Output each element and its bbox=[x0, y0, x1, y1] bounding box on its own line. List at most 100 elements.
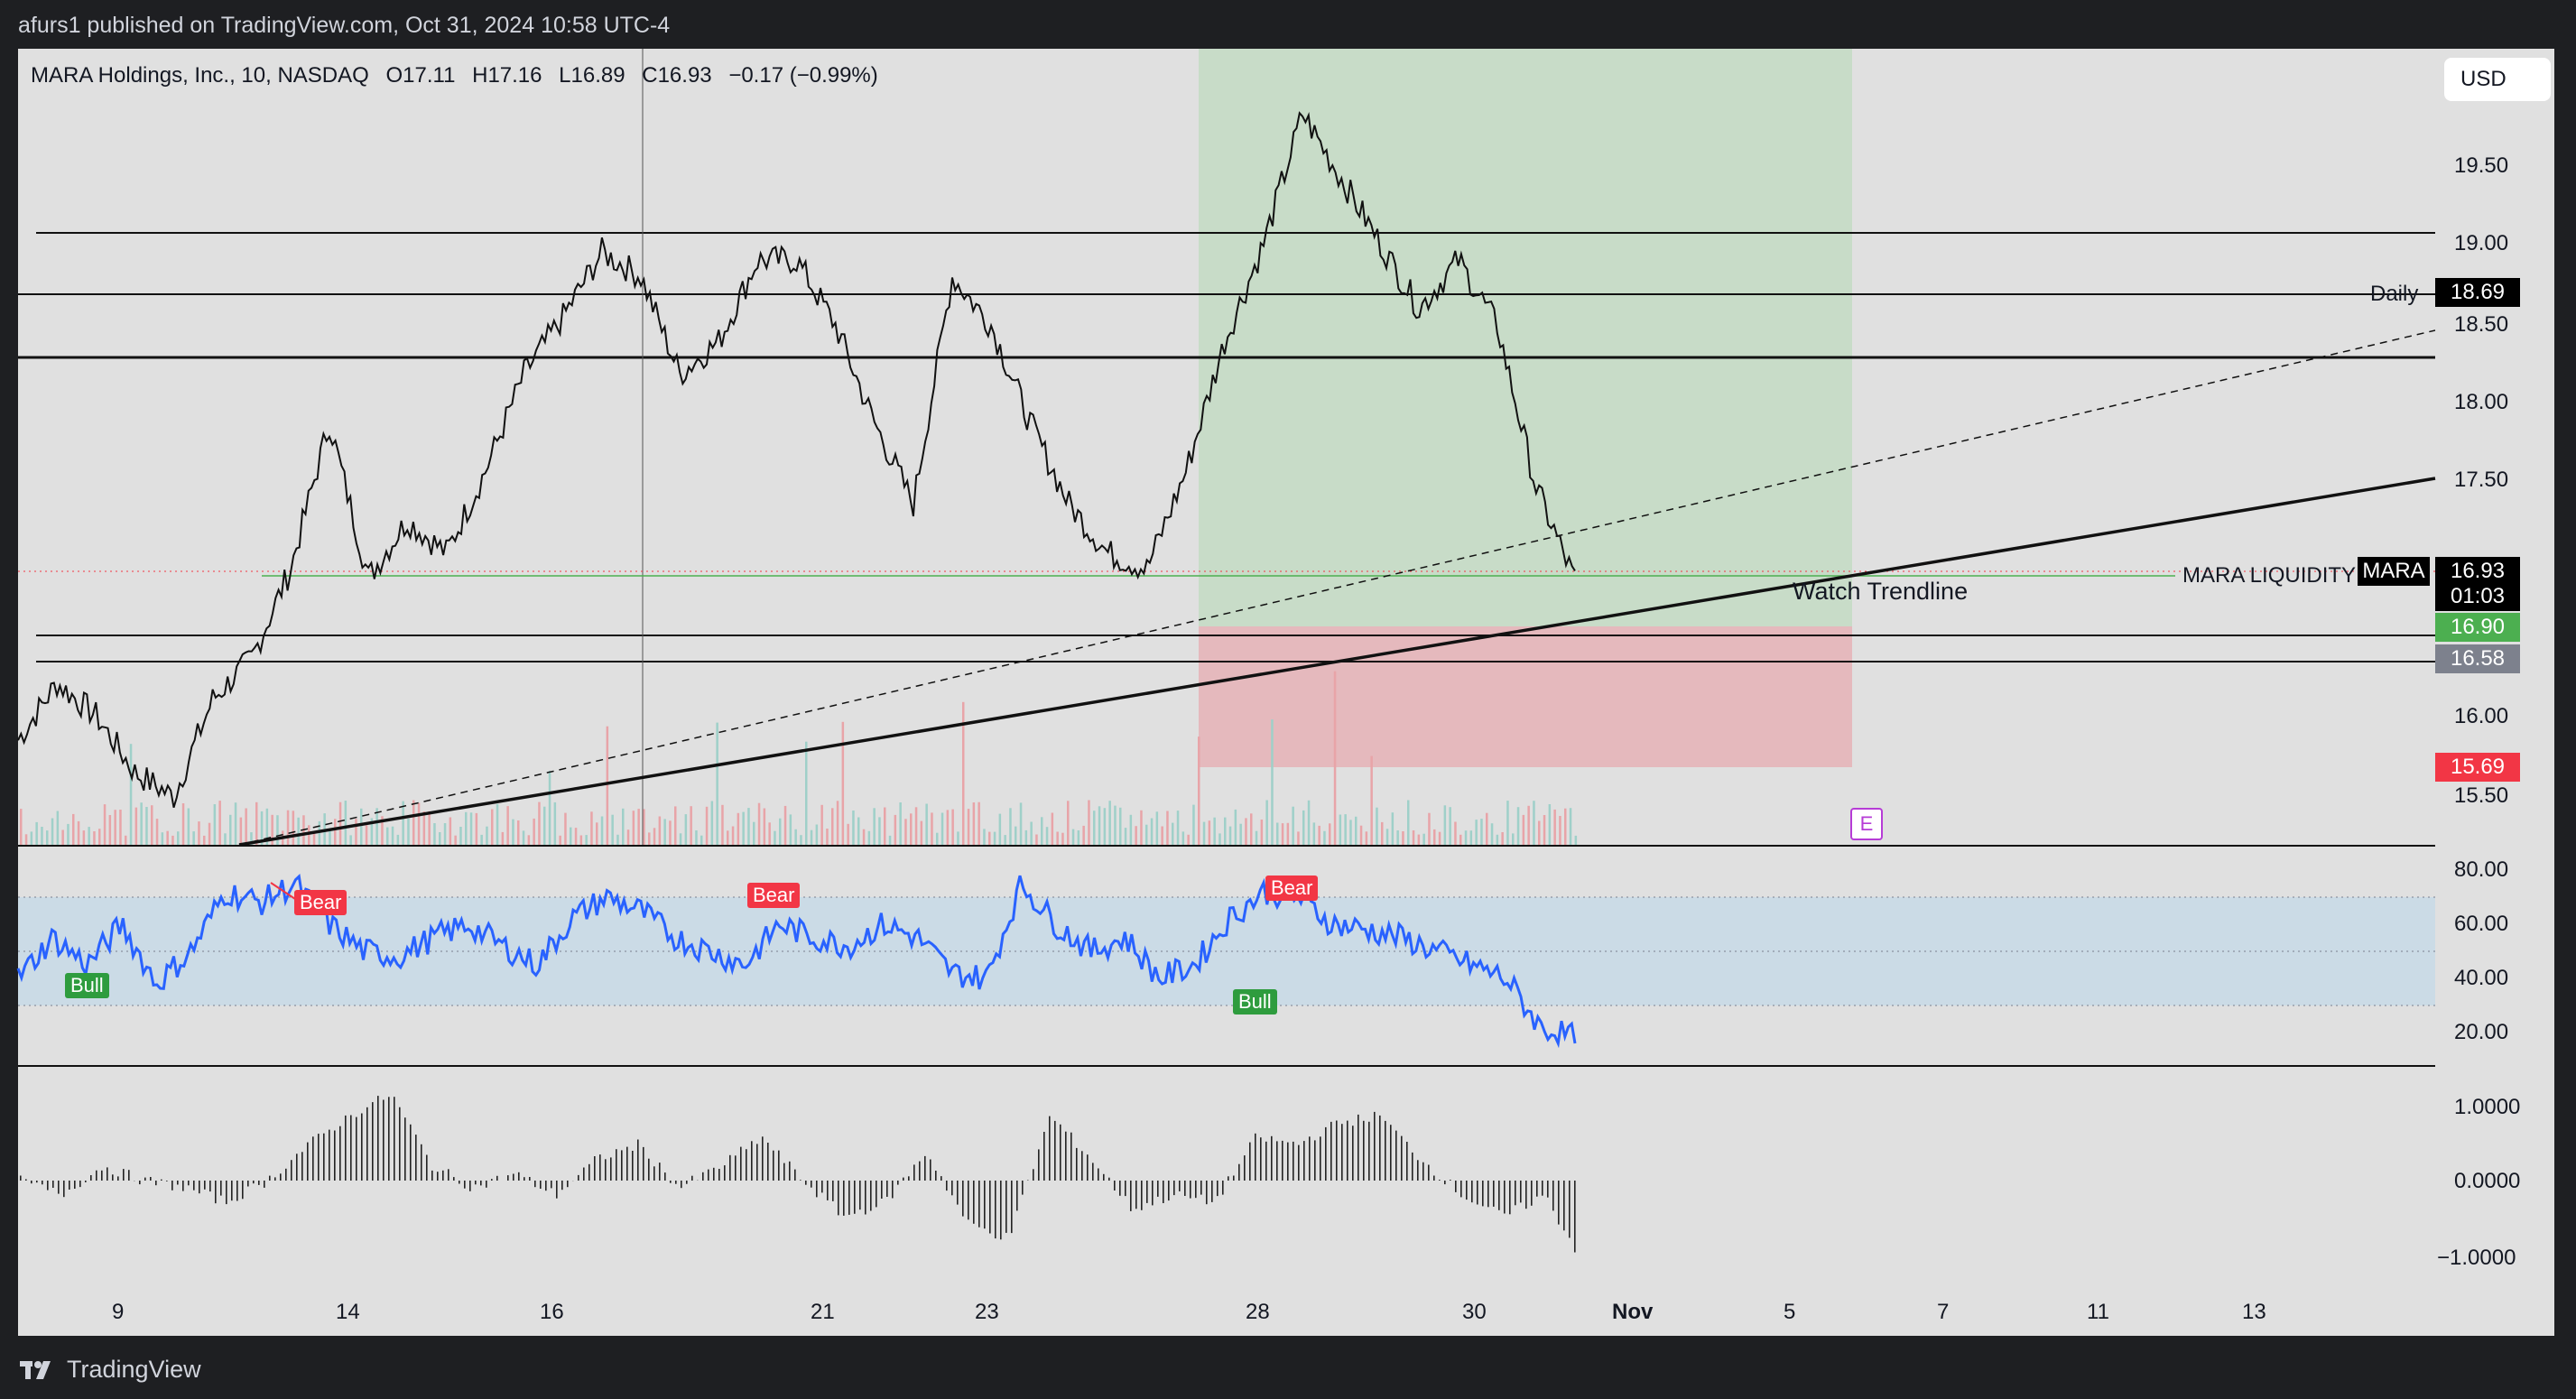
price-axis-label: 19.00 bbox=[2454, 231, 2509, 255]
volume-bar bbox=[579, 835, 583, 845]
volume-bar bbox=[506, 806, 509, 845]
oscillator-bar bbox=[410, 1124, 412, 1181]
oscillator-bar bbox=[1363, 1120, 1365, 1181]
volume-bar bbox=[1187, 834, 1190, 845]
oscillator-bar bbox=[978, 1181, 980, 1228]
volume-bar bbox=[1150, 818, 1154, 845]
volume-bar bbox=[1024, 829, 1028, 845]
ohlc-legend: MARA Holdings, Inc., 10, NASDAQ O17.11 H… bbox=[31, 63, 889, 88]
volume-bar bbox=[847, 823, 849, 845]
volume-bar bbox=[208, 822, 211, 845]
volume-bar bbox=[260, 811, 264, 845]
volume-bar bbox=[1355, 816, 1357, 845]
volume-bar bbox=[1433, 829, 1436, 845]
oscillator-bar bbox=[1168, 1181, 1170, 1201]
oscillator-bar bbox=[1504, 1181, 1506, 1214]
volume-bar bbox=[1396, 830, 1399, 845]
volume-bar bbox=[710, 801, 714, 845]
volume-bar bbox=[993, 831, 996, 845]
rsi-axis-label: 20.00 bbox=[2454, 1020, 2509, 1044]
volume-bar bbox=[187, 808, 190, 845]
oscillator-bar bbox=[161, 1179, 162, 1181]
volume-bar bbox=[1198, 737, 1200, 845]
oscillator-bar bbox=[529, 1177, 531, 1181]
volume-bar bbox=[1574, 835, 1578, 845]
volume-bar bbox=[77, 820, 80, 845]
gray-level-tag: 16.58 bbox=[2435, 644, 2520, 673]
oscillator-bar bbox=[540, 1181, 542, 1189]
oscillator-bar bbox=[437, 1172, 439, 1181]
volume-bar bbox=[684, 814, 688, 845]
volume-bar bbox=[533, 818, 535, 845]
oscillator-bar bbox=[897, 1181, 899, 1185]
volume-bar bbox=[978, 801, 980, 845]
rsi-bull-signal: Bull bbox=[65, 973, 109, 998]
symbol-title[interactable]: MARA Holdings, Inc., 10, NASDAQ bbox=[31, 63, 369, 88]
volume-bar bbox=[1281, 823, 1284, 845]
oscillator-bar bbox=[865, 1181, 866, 1215]
volume-bar bbox=[134, 807, 138, 845]
oscillator-bar bbox=[724, 1165, 726, 1181]
watch-trendline-label[interactable]: Watch Trendline bbox=[1793, 578, 1969, 605]
oscillator-bar bbox=[247, 1181, 249, 1187]
loss-zone[interactable] bbox=[1199, 626, 1852, 767]
oscillator-bar bbox=[1076, 1147, 1078, 1181]
oscillator-bar bbox=[1092, 1163, 1094, 1181]
time-axis-label: 21 bbox=[811, 1300, 835, 1324]
oscillator-bar bbox=[1330, 1121, 1332, 1181]
volume-bar bbox=[151, 805, 153, 845]
currency-button[interactable]: USD bbox=[2444, 58, 2551, 101]
oscillator-bar bbox=[930, 1159, 931, 1181]
oscillator-bar bbox=[708, 1169, 709, 1181]
volume-bar bbox=[1564, 808, 1567, 845]
volume-bar bbox=[1228, 826, 1232, 845]
oscillator-bar bbox=[507, 1175, 509, 1181]
volume-bar bbox=[1145, 824, 1148, 845]
oscillator-bar bbox=[962, 1181, 964, 1217]
volume-bar bbox=[171, 835, 174, 845]
oscillator-bar bbox=[1314, 1140, 1316, 1181]
volume-bar bbox=[611, 814, 614, 845]
oscillator-bar bbox=[1043, 1132, 1045, 1181]
time-axis-label: 28 bbox=[1246, 1300, 1270, 1324]
volume-bar bbox=[810, 829, 813, 845]
volume-bar bbox=[1292, 806, 1294, 845]
volume-bar bbox=[61, 829, 64, 845]
oscillator-bar bbox=[383, 1099, 385, 1181]
volume-bar bbox=[35, 821, 38, 845]
oscillator-bar bbox=[469, 1181, 471, 1191]
volume-bar bbox=[1480, 819, 1483, 845]
volume-bar bbox=[1428, 812, 1431, 845]
oscillator-bar bbox=[767, 1143, 769, 1181]
mara-symbol-tag: MARA bbox=[2358, 557, 2430, 586]
volume-bar bbox=[731, 826, 735, 845]
tradingview-logo[interactable]: TradingView bbox=[20, 1356, 201, 1384]
earnings-badge[interactable]: E bbox=[1850, 808, 1883, 840]
volume-bar bbox=[695, 830, 698, 845]
oscillator-bar bbox=[1065, 1131, 1067, 1181]
time-axis-label: 5 bbox=[1784, 1300, 1796, 1324]
oscillator-bar bbox=[31, 1181, 32, 1184]
oscillator-bar bbox=[339, 1126, 341, 1181]
oscillator-bar bbox=[783, 1163, 785, 1181]
volume-bar bbox=[904, 819, 907, 845]
volume-bar bbox=[1019, 802, 1023, 845]
oscillator-bar bbox=[773, 1150, 774, 1181]
volume-bar bbox=[1255, 830, 1258, 845]
oscillator-bar bbox=[150, 1177, 152, 1181]
oscillator-bar bbox=[107, 1167, 108, 1181]
volume-bar bbox=[951, 809, 954, 845]
volume-bar bbox=[443, 823, 447, 845]
volume-bar bbox=[439, 832, 441, 845]
oscillator-bar bbox=[1011, 1181, 1013, 1234]
volume-bar bbox=[1004, 835, 1006, 845]
oscillator-bar bbox=[171, 1181, 173, 1191]
oscillator-bar bbox=[1022, 1181, 1024, 1195]
oscillator-bar bbox=[1119, 1181, 1121, 1196]
oscillator-bar bbox=[876, 1181, 877, 1208]
volume-bar bbox=[245, 808, 247, 845]
volume-bar bbox=[181, 803, 185, 845]
profit-zone[interactable] bbox=[1199, 49, 1852, 626]
volume-bar bbox=[155, 819, 159, 845]
